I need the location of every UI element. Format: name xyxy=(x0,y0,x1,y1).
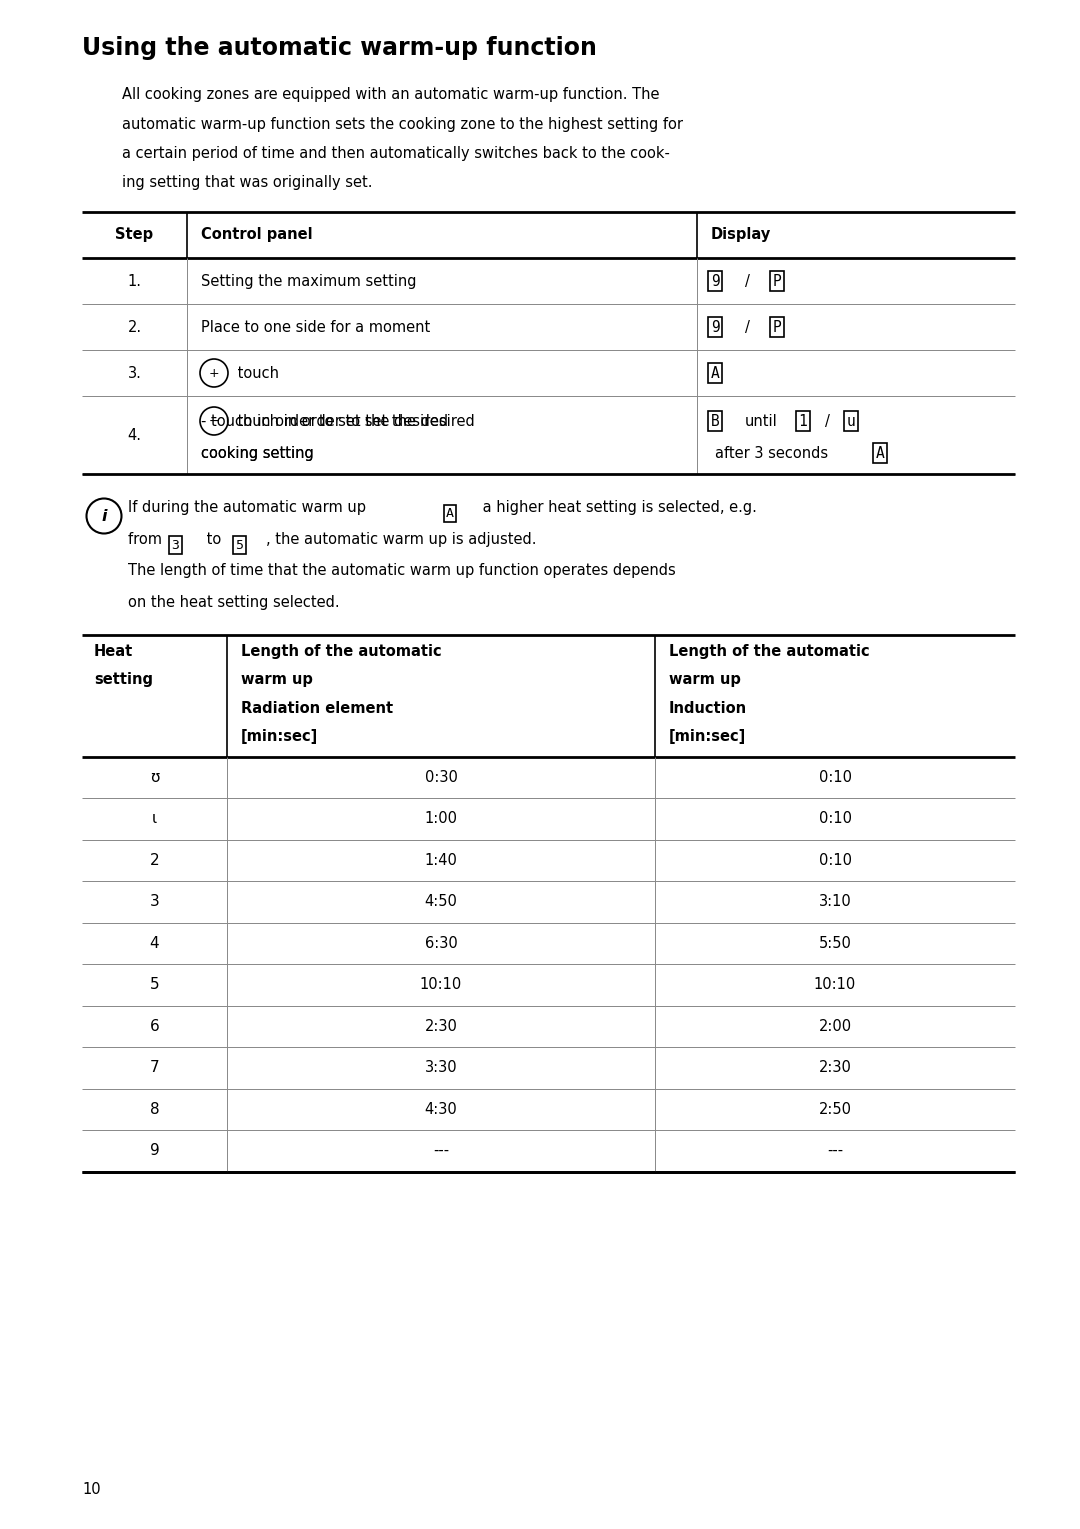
Text: 5:50: 5:50 xyxy=(819,936,851,951)
Text: Radiation element: Radiation element xyxy=(241,700,393,716)
Text: touch in order to set the desired: touch in order to set the desired xyxy=(233,413,475,428)
Text: [min:sec]: [min:sec] xyxy=(669,729,746,745)
Text: 8: 8 xyxy=(150,1102,160,1116)
Text: ---: --- xyxy=(433,1144,449,1159)
Text: If during the automatic warm up: If during the automatic warm up xyxy=(129,500,370,515)
Text: 2:00: 2:00 xyxy=(819,1018,851,1034)
Text: 2: 2 xyxy=(150,853,160,868)
Text: to: to xyxy=(203,532,227,546)
Text: Setting the maximum setting: Setting the maximum setting xyxy=(201,274,417,289)
Text: 1.: 1. xyxy=(127,274,141,289)
Text: 4:50: 4:50 xyxy=(424,894,458,910)
Text: 1:40: 1:40 xyxy=(424,853,458,868)
Text: /: / xyxy=(824,413,829,428)
Text: The length of time that the automatic warm up function operates depends: The length of time that the automatic wa… xyxy=(129,563,676,578)
Text: Length of the automatic: Length of the automatic xyxy=(669,644,869,659)
Text: ʊ: ʊ xyxy=(150,769,159,784)
Text: 2:30: 2:30 xyxy=(424,1018,458,1034)
Text: on the heat setting selected.: on the heat setting selected. xyxy=(129,595,339,610)
Text: P: P xyxy=(772,274,781,289)
Text: warm up: warm up xyxy=(241,673,313,687)
Text: 5: 5 xyxy=(150,977,160,992)
Text: 9: 9 xyxy=(711,274,719,289)
Text: Length of the automatic: Length of the automatic xyxy=(241,644,442,659)
Text: setting: setting xyxy=(94,673,153,687)
Text: 0:10: 0:10 xyxy=(819,769,851,784)
Text: , the automatic warm up is adjusted.: , the automatic warm up is adjusted. xyxy=(266,532,536,546)
Text: 1:00: 1:00 xyxy=(424,812,458,826)
Text: A: A xyxy=(711,365,719,381)
Text: 3: 3 xyxy=(150,894,160,910)
Text: i: i xyxy=(102,509,107,523)
Text: Induction: Induction xyxy=(669,700,747,716)
Text: 9: 9 xyxy=(711,320,719,335)
Text: 1: 1 xyxy=(798,413,808,428)
Text: 2.: 2. xyxy=(127,320,141,335)
Text: 2:30: 2:30 xyxy=(819,1060,851,1075)
Text: 9: 9 xyxy=(150,1144,160,1159)
Text: 6: 6 xyxy=(150,1018,160,1034)
Text: 4: 4 xyxy=(150,936,160,951)
Text: A: A xyxy=(876,445,885,460)
Text: cooking setting: cooking setting xyxy=(201,445,314,460)
Text: /: / xyxy=(744,320,750,335)
Text: 10:10: 10:10 xyxy=(814,977,856,992)
Text: All cooking zones are equipped with an automatic warm-up function. The: All cooking zones are equipped with an a… xyxy=(122,87,660,102)
Text: Display: Display xyxy=(711,228,771,243)
Text: a higher heat setting is selected, e.g.: a higher heat setting is selected, e.g. xyxy=(478,500,757,515)
Text: 5: 5 xyxy=(235,538,243,552)
Text: ---: --- xyxy=(827,1144,843,1159)
Text: 0:30: 0:30 xyxy=(424,769,458,784)
Text: 7: 7 xyxy=(150,1060,160,1075)
Text: from: from xyxy=(129,532,166,546)
Text: [min:sec]: [min:sec] xyxy=(241,729,319,745)
Text: u: u xyxy=(847,413,855,428)
Text: −: − xyxy=(208,414,219,428)
Text: 2:50: 2:50 xyxy=(819,1102,851,1116)
Text: Place to one side for a moment: Place to one side for a moment xyxy=(201,320,430,335)
Text: automatic warm-up function sets the cooking zone to the highest setting for: automatic warm-up function sets the cook… xyxy=(122,116,683,131)
Text: Heat: Heat xyxy=(94,644,133,659)
Text: Using the automatic warm-up function: Using the automatic warm-up function xyxy=(82,37,597,60)
Text: +: + xyxy=(208,367,219,379)
Text: 10:10: 10:10 xyxy=(420,977,462,992)
Text: 0:10: 0:10 xyxy=(819,812,851,826)
Text: - touch in order to set the desired: - touch in order to set the desired xyxy=(201,413,448,428)
Text: a certain period of time and then automatically switches back to the cook-: a certain period of time and then automa… xyxy=(122,145,670,161)
Text: warm up: warm up xyxy=(669,673,741,687)
Text: 0:10: 0:10 xyxy=(819,853,851,868)
Text: ɩ: ɩ xyxy=(152,812,157,826)
Text: ing setting that was originally set.: ing setting that was originally set. xyxy=(122,176,373,191)
Text: 3: 3 xyxy=(172,538,179,552)
Text: until: until xyxy=(745,413,778,428)
Text: 3.: 3. xyxy=(127,365,141,381)
Text: 10: 10 xyxy=(82,1482,100,1497)
Text: Step: Step xyxy=(116,228,153,243)
Text: 3:30: 3:30 xyxy=(424,1060,457,1075)
Text: /: / xyxy=(744,274,750,289)
Text: after 3 seconds: after 3 seconds xyxy=(715,445,828,460)
Text: B: B xyxy=(711,413,719,428)
Text: 3:10: 3:10 xyxy=(819,894,851,910)
Text: 4.: 4. xyxy=(127,428,141,442)
Text: 6:30: 6:30 xyxy=(424,936,457,951)
Text: P: P xyxy=(772,320,781,335)
Text: A: A xyxy=(446,508,454,520)
Text: cooking setting: cooking setting xyxy=(201,445,314,460)
Text: touch: touch xyxy=(233,365,279,381)
Text: 4:30: 4:30 xyxy=(424,1102,457,1116)
Text: Control panel: Control panel xyxy=(201,228,312,243)
